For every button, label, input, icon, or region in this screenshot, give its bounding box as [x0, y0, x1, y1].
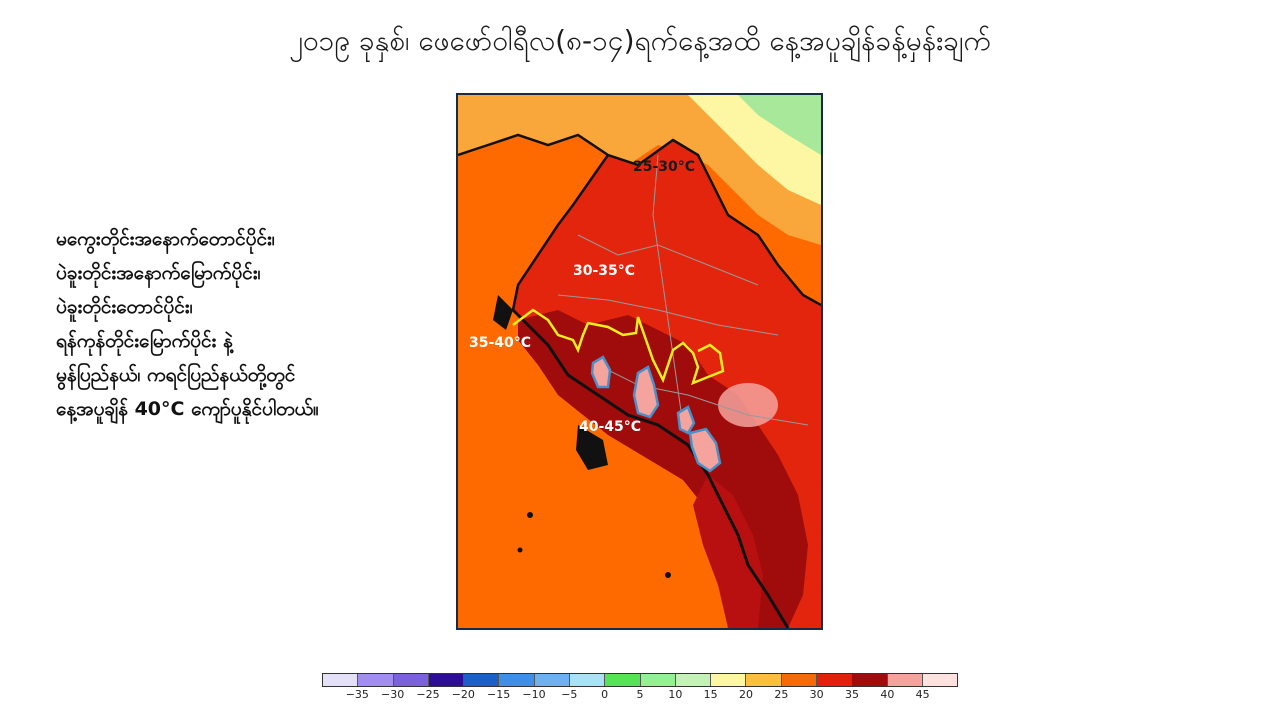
description-text: မကွေးတိုင်းအနောက်တောင်ပိုင်း၊ ပဲခူးတိုင်… — [56, 222, 426, 426]
colorbar-cell — [393, 674, 429, 686]
colorbar-cell — [358, 674, 394, 686]
description-line: မကွေးတိုင်းအနောက်တောင်ပိုင်း၊ — [56, 228, 275, 250]
colorbar-tick-label: −15 — [487, 688, 511, 701]
description-line: နေ့အပူချိန် 40°C ကျော်ပူနိုင်ပါတယ်။ — [56, 398, 319, 420]
colorbar-tick-label: −5 — [561, 688, 578, 701]
contour-40c — [688, 427, 722, 473]
colorbar-cell — [640, 674, 676, 686]
colorbar-cell — [781, 674, 817, 686]
colorbar-cell — [323, 674, 359, 686]
colorbar-tick-label: 20 — [739, 688, 753, 701]
colorbar-tick-label: −35 — [345, 688, 369, 701]
label-west: 35-40°C — [469, 335, 532, 351]
colorbar-cell — [675, 674, 712, 686]
colorbar-cell — [852, 674, 888, 686]
green-zone-northeast — [738, 95, 821, 155]
coastal-land-mask — [493, 295, 513, 330]
colorbar-tick-label: 0 — [601, 688, 609, 701]
colorbar-tick-label: 30 — [809, 688, 824, 701]
colorbar-cell — [816, 674, 853, 686]
colorbar-cell — [711, 674, 747, 686]
label-north: 25-30°C — [633, 159, 696, 175]
colorbar-cell — [569, 674, 606, 686]
temperature-colorbar — [322, 673, 958, 687]
island-dot — [665, 572, 671, 578]
internal-boundary — [557, 294, 779, 336]
colorbar-cell — [605, 674, 641, 686]
pink-hot-patch — [718, 383, 778, 427]
description-line: ပဲခူးတိုင်းတောင်ပိုင်း၊ — [56, 296, 193, 318]
island-dot — [517, 547, 523, 553]
page-title: ၂၀၁၉ ခုနှစ်၊ ဖေဖော်ဝါရီလ(၈-၁၄)ရက်နေ့အထိ … — [289, 24, 991, 57]
coastal-land-mask — [576, 425, 608, 470]
island-dot — [527, 512, 533, 518]
coastline — [511, 308, 790, 628]
temperature-map: 25-30°C 30-35°C 35-40°C 40-45°C — [456, 93, 823, 630]
colorbar-tick-label: 25 — [774, 688, 789, 701]
colorbar-tick-label: −10 — [522, 688, 546, 701]
colorbar-cell — [887, 674, 923, 686]
description-line: ပဲခူးတိုင်းအနောက်မြောက်ပိုင်း၊ — [56, 262, 261, 284]
label-central: 30-35°C — [573, 263, 636, 279]
southern-peninsula — [693, 475, 763, 628]
colorbar-tick-label: 15 — [703, 688, 718, 701]
colorbar-ticks: −35 −30 −25 −20 −15 −10 −5 0 5 10 15 20 25 30 35 40 45 — [322, 688, 958, 702]
contour-40c — [590, 355, 612, 389]
colorbar-cell — [464, 674, 500, 686]
colorbar-tick-label: 40 — [880, 688, 895, 701]
description-line: ရန်ကုန်တိုင်းမြောက်ပိုင်း နဲ့ — [56, 330, 233, 352]
colorbar-cell — [922, 674, 958, 686]
description-line: မွန်ပြည်နယ်၊ ကရင်ပြည်နယ်တို့တွင် — [56, 364, 296, 386]
colorbar-cell — [428, 674, 465, 686]
contour-35c — [512, 308, 725, 386]
colorbar-tick-label: 5 — [636, 688, 644, 701]
internal-boundary — [597, 364, 809, 426]
colorbar-tick-label: −30 — [381, 688, 405, 701]
western-border — [511, 154, 610, 311]
northern-border — [458, 133, 821, 307]
internal-boundary — [652, 154, 684, 426]
colorbar-tick-label: −20 — [451, 688, 475, 701]
colorbar-tick-label: 10 — [668, 688, 683, 701]
colorbar-cell — [499, 674, 535, 686]
label-south: 40-45°C — [579, 419, 642, 435]
contour-40c — [632, 365, 660, 419]
colorbar-tick-label: 35 — [845, 688, 859, 701]
colorbar-tick-label: 45 — [915, 688, 930, 701]
internal-boundary — [577, 234, 759, 286]
colorbar-cell — [746, 674, 782, 686]
colorbar-cell — [534, 674, 570, 686]
contour-40c — [676, 405, 696, 435]
map-graphic — [458, 95, 821, 628]
colorbar-tick-label: −25 — [416, 688, 440, 701]
